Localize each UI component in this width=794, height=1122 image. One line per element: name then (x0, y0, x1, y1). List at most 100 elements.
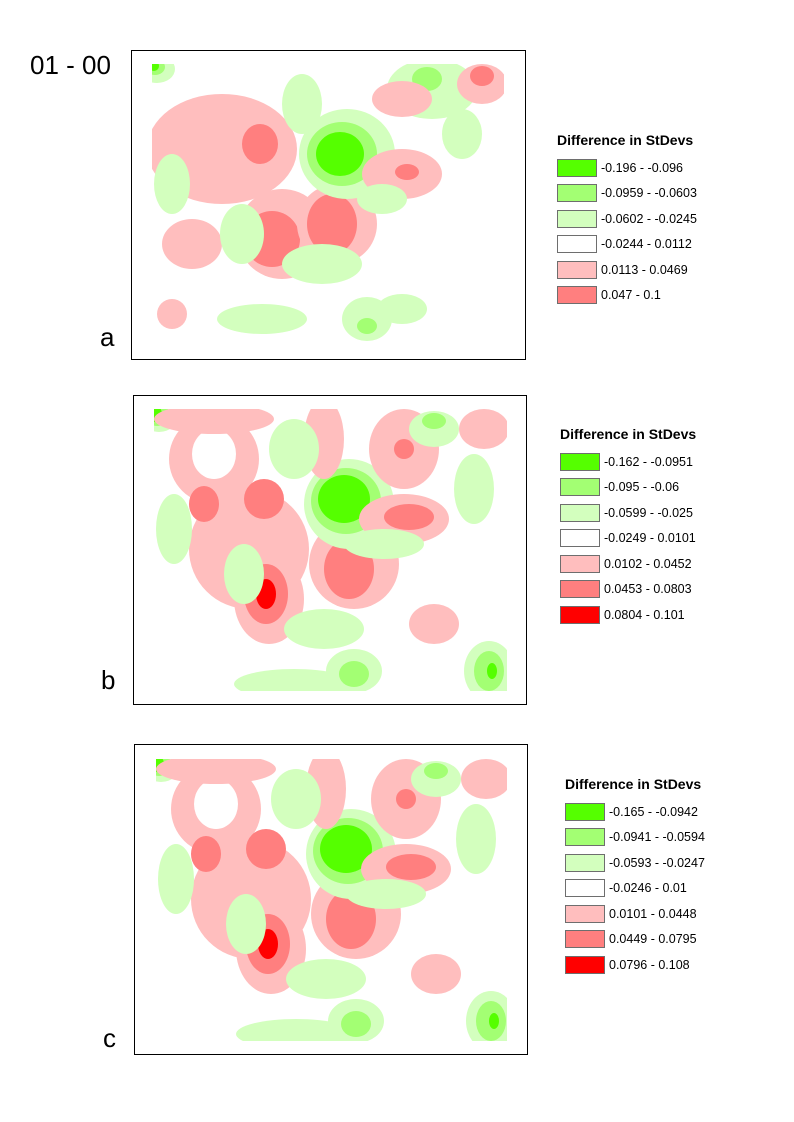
map-region (236, 1019, 356, 1041)
map-region (152, 64, 159, 71)
map-region (341, 1011, 371, 1037)
legend-item: -0.196 - -0.096 (557, 155, 697, 181)
map-region (394, 439, 414, 459)
map-region (242, 124, 278, 164)
map-region (191, 836, 221, 872)
map-region (386, 854, 436, 880)
legend-b: Difference in StDevs -0.162 - -0.0951 -0.… (560, 426, 696, 628)
legend-item: -0.0959 - -0.0603 (557, 181, 697, 207)
legend-swatch (560, 503, 600, 522)
legend-swatch (565, 904, 605, 923)
legend-swatch (560, 452, 600, 471)
map-region (316, 132, 364, 176)
legend-c: Difference in StDevs -0.165 - -0.0942 -0.… (565, 776, 705, 978)
legend-item: 0.0449 - 0.0795 (565, 927, 705, 953)
map-region (156, 759, 276, 784)
legend-item: -0.0599 - -0.025 (560, 500, 696, 526)
map-region (246, 829, 286, 869)
legend-swatch (557, 260, 597, 279)
legend-item: -0.162 - -0.0951 (560, 449, 696, 475)
panel-label-a: a (100, 322, 115, 352)
map-region (487, 663, 497, 679)
legend-swatch (560, 554, 600, 573)
legend-swatch (565, 930, 605, 949)
map-region (154, 409, 274, 434)
legend-range-label: -0.0941 - -0.0594 (609, 830, 705, 845)
map-region (372, 81, 432, 117)
map-region (424, 763, 448, 779)
legend-title: Difference in StDevs (565, 776, 702, 792)
map-region (158, 844, 194, 914)
legend-item: 0.0102 - 0.0452 (560, 551, 696, 577)
legend-a: Difference in StDevs -0.196 - -0.096 -0.0… (557, 132, 697, 308)
map-region (157, 299, 187, 329)
legend-swatch (557, 235, 597, 254)
page-title: 01 - 00 (30, 50, 111, 80)
map-region (470, 66, 494, 86)
map-region (244, 479, 284, 519)
legend-swatch (560, 529, 600, 548)
map-region (269, 419, 319, 479)
legend-item: -0.165 - -0.0942 (565, 799, 705, 825)
map-region (192, 429, 236, 479)
map-region (282, 74, 322, 134)
legend-item: 0.047 - 0.1 (557, 283, 697, 309)
map-region (226, 894, 266, 954)
map-region (411, 954, 461, 994)
legend-range-label: -0.0602 - -0.0245 (601, 211, 697, 226)
map-region (357, 184, 407, 214)
legend-item: -0.0602 - -0.0245 (557, 206, 697, 232)
map-region (461, 759, 507, 799)
map-region (422, 413, 446, 429)
legend-item: -0.095 - -0.06 (560, 475, 696, 501)
legend-item: 0.0101 - 0.0448 (565, 901, 705, 927)
map-region (284, 609, 364, 649)
legend-item: 0.0804 - 0.101 (560, 602, 696, 628)
map-region (282, 244, 362, 284)
map-region (154, 154, 190, 214)
map-region (346, 879, 426, 909)
map-region (271, 769, 321, 829)
legend-range-label: 0.0796 - 0.108 (609, 957, 690, 972)
legend-swatch (560, 605, 600, 624)
legend-range-label: 0.0102 - 0.0452 (604, 556, 692, 571)
legend-range-label: -0.162 - -0.0951 (604, 454, 693, 469)
legend-range-label: 0.047 - 0.1 (601, 288, 661, 303)
map-region (162, 219, 222, 269)
legend-swatch (565, 879, 605, 898)
legend-item: -0.0244 - 0.0112 (557, 232, 697, 258)
map-region (156, 494, 192, 564)
map-region (384, 504, 434, 530)
map-region (344, 529, 424, 559)
legend-swatch (557, 286, 597, 305)
map-frame-a (131, 50, 526, 360)
legend-range-label: 0.0449 - 0.0795 (609, 932, 697, 947)
map-region (489, 1013, 499, 1029)
map-region (442, 109, 482, 159)
map-region (307, 194, 357, 254)
legend-range-label: -0.0246 - 0.01 (609, 881, 687, 896)
map-region (220, 204, 264, 264)
map-frame-c (134, 744, 528, 1055)
legend-swatch (565, 853, 605, 872)
legend-range-label: 0.0101 - 0.0448 (609, 906, 697, 921)
map-region (409, 604, 459, 644)
legend-range-label: -0.095 - -0.06 (604, 480, 680, 495)
map-region (224, 544, 264, 604)
map-region (234, 669, 354, 691)
map-frame-b (133, 395, 527, 705)
legend-range-label: -0.0244 - 0.0112 (601, 237, 692, 252)
legend-range-label: -0.0959 - -0.0603 (601, 186, 697, 201)
difference-map-b (154, 409, 507, 691)
legend-range-label: 0.0453 - 0.0803 (604, 582, 692, 597)
legend-swatch (560, 580, 600, 599)
legend-range-label: -0.165 - -0.0942 (609, 804, 698, 819)
legend-swatch (565, 955, 605, 974)
map-region (357, 318, 377, 334)
map-region (189, 486, 219, 522)
difference-map-c (156, 759, 507, 1041)
legend-range-label: -0.0249 - 0.0101 (604, 531, 696, 546)
legend-range-label: -0.0593 - -0.0247 (609, 855, 705, 870)
map-region (454, 454, 494, 524)
legend-swatch (565, 828, 605, 847)
